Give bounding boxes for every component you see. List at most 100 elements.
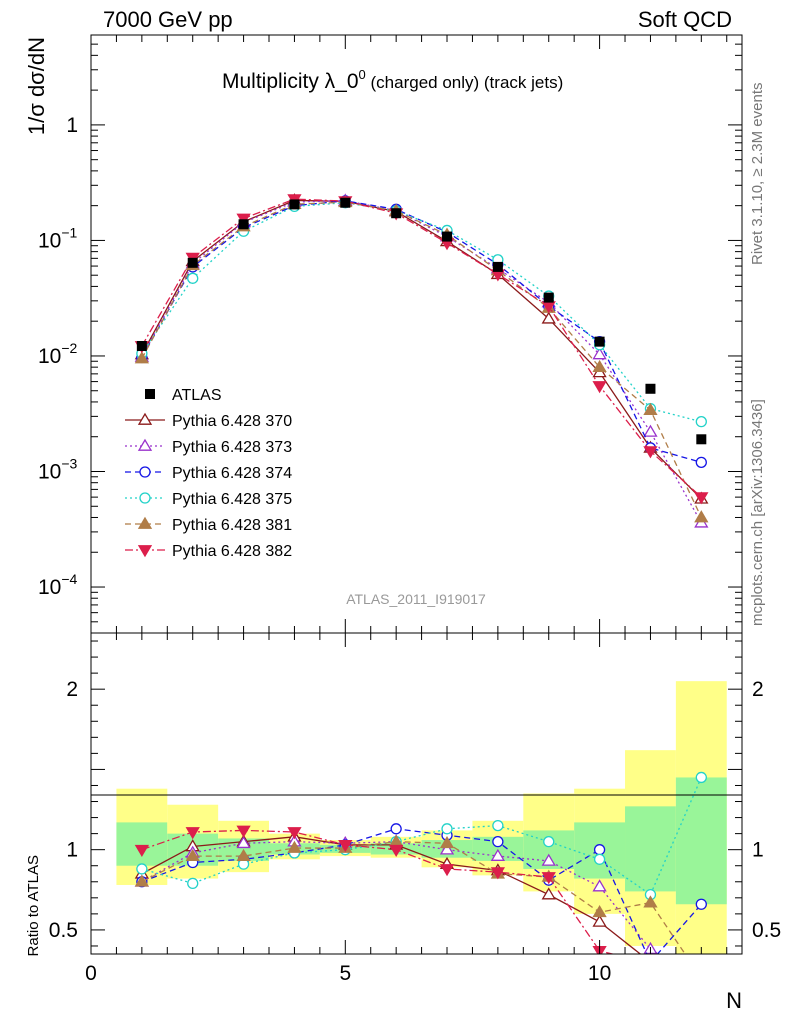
- ratio-point-p382: [389, 844, 404, 857]
- ratio-point-p381: [643, 895, 658, 908]
- ratio-line-p381: [141, 840, 686, 954]
- ratio-point-p375: [593, 853, 606, 865]
- ratio-point-p381: [236, 848, 251, 861]
- mcplots-label: mcplots.cern.ch [arXiv:1306.3436]: [749, 399, 766, 626]
- point-p373: [643, 424, 658, 437]
- point-p373: [592, 347, 607, 360]
- ratio-y-tick-label-right: 1: [752, 839, 764, 862]
- ratio-ylabel: Ratio to ATLAS: [25, 855, 42, 956]
- point-p375: [187, 272, 199, 284]
- legend-label-p375: Pythia 6.428 375: [172, 491, 292, 508]
- ratio-point-p374: [645, 957, 655, 967]
- ratio-axis-ticks: 0.5 0.5 1 1 2 2 0 5 10: [49, 633, 781, 985]
- band-inner: [625, 806, 676, 892]
- ratio-series: [134, 771, 707, 982]
- ratio-y-tick-label-left: 1: [66, 839, 78, 862]
- legend-label-p370: Pythia 6.428 370: [172, 413, 292, 430]
- atlas-data: [136, 197, 707, 445]
- ratio-point-p374: [492, 836, 504, 848]
- y-tick-label: 10−3: [38, 455, 78, 483]
- atlas-point: [391, 208, 402, 219]
- series-line-p382: [141, 198, 702, 498]
- ratio-panel: 0.5 0.5 1 1 2 2 0 5 10: [49, 632, 781, 985]
- ratio-point-p373: [439, 842, 455, 855]
- ratio-point-p375: [543, 836, 555, 848]
- y-tick-label: 10−2: [38, 340, 78, 368]
- atlas-point: [136, 340, 147, 351]
- series-line-p375: [141, 202, 702, 423]
- ratio-line-p373: [141, 840, 660, 954]
- atlas-point: [238, 219, 249, 230]
- atlas-point: [187, 257, 198, 268]
- atlas-point: [442, 231, 453, 242]
- ratio-point-p373: [236, 835, 251, 849]
- ratio-point-p382: [236, 825, 251, 838]
- ratio-point-p373: [490, 848, 506, 861]
- ratio-point-p374: [695, 898, 707, 910]
- ratio-point-p381: [592, 904, 607, 918]
- ratio-point-p373: [592, 879, 607, 892]
- ratio-point-p374: [593, 844, 606, 856]
- point-p381: [134, 351, 149, 364]
- series-line-p370: [141, 199, 702, 500]
- legend-marker-p381: [137, 516, 153, 529]
- x-tick-label: 5: [339, 962, 351, 985]
- band-inner: [675, 777, 727, 905]
- ratio-point-p382: [439, 864, 455, 877]
- ratio-point-p382: [338, 840, 353, 853]
- point-p381: [643, 402, 658, 415]
- ratio-point-p375: [695, 771, 707, 784]
- ratio-point-p382: [185, 827, 200, 840]
- legend-label-atlas: ATLAS: [172, 387, 222, 404]
- x-tick-label: 10: [588, 962, 611, 985]
- atlas-point: [594, 336, 605, 347]
- ratio-point-p382: [644, 959, 656, 969]
- point-p381: [694, 510, 709, 523]
- ratio-point-p382: [490, 867, 506, 880]
- analysis-id: ATLAS_2011_I919017: [346, 591, 486, 607]
- legend-marker-p373: [137, 438, 153, 451]
- point-p381: [592, 359, 607, 373]
- legend-label-p373: Pythia 6.428 373: [172, 439, 292, 456]
- title-main: Multiplicity λ_0: [222, 70, 359, 93]
- ratio-point-p375: [441, 823, 453, 835]
- legend-marker-p370: [137, 412, 153, 425]
- ratio-frame: [90, 632, 743, 955]
- legend-marker-p375: [139, 492, 151, 504]
- main-ylabel: 1/σ dσ/dN: [24, 37, 49, 135]
- main-axis-ticks: 1 10−1 10−2 10−3 10−4: [38, 34, 742, 634]
- point-p370: [541, 311, 556, 324]
- title-tail: (charged only) (track jets): [366, 73, 563, 92]
- ratio-point-p370: [541, 887, 556, 900]
- ratio-point-p375: [492, 819, 504, 832]
- ratio-y-tick-label-left: 0.5: [49, 919, 78, 942]
- legend-label-p381: Pythia 6.428 381: [172, 517, 292, 534]
- atlas-point: [289, 199, 300, 210]
- ratio-line-p370: [141, 836, 642, 954]
- legend-marker-p374: [139, 466, 151, 478]
- legend-label-p382: Pythia 6.428 382: [172, 543, 292, 560]
- ratio-point-p381: [134, 874, 149, 887]
- ratio-point-p381: [439, 835, 455, 849]
- plot-title: Multiplicity λ_00 (charged only) (track …: [222, 67, 563, 93]
- ratio-point-p382: [695, 958, 707, 968]
- atlas-point: [696, 434, 707, 445]
- point-p382: [694, 492, 709, 505]
- ratio-point-p382: [134, 844, 149, 857]
- ratio-point-p370: [695, 956, 707, 966]
- ratio-y-tick-label-right: 0.5: [752, 919, 781, 942]
- ratio-point-p381: [287, 840, 302, 853]
- ratio-y-tick-label-right: 2: [752, 678, 764, 701]
- ratio-point-p373: [541, 853, 556, 866]
- main-panel: 1 10−1 10−2 10−3 10−4: [38, 34, 743, 634]
- ratio-point-p382: [287, 827, 302, 840]
- point-p382: [643, 446, 658, 459]
- ratio-y-tick-label-left: 2: [66, 678, 78, 701]
- ratio-point-p381: [185, 848, 200, 861]
- ratio-point-p381: [695, 972, 707, 982]
- atlas-point: [340, 197, 351, 208]
- ratio-bands: [116, 681, 727, 954]
- atlas-point: [492, 261, 503, 272]
- ratio-point-p375: [187, 877, 199, 890]
- atlas-point: [645, 383, 656, 394]
